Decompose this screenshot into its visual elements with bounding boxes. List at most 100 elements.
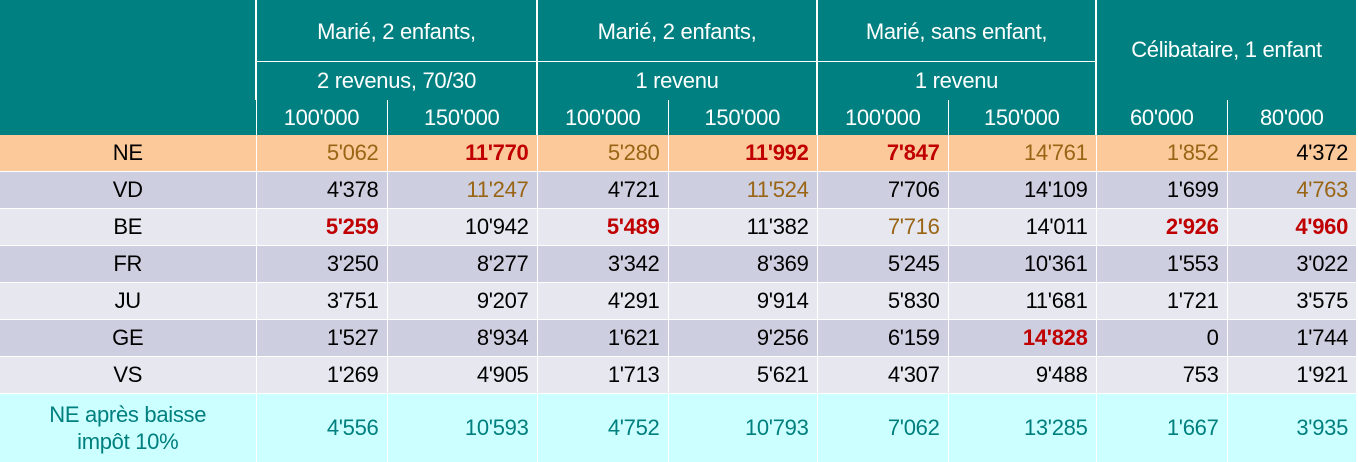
table-cell: 5'245 <box>816 245 949 283</box>
table-row-ge: GE 1'527 8'934 1'621 9'256 6'159 14'828 … <box>0 319 1357 357</box>
table-cell: 9'914 <box>667 282 818 320</box>
table-cell: 2'926 <box>1095 208 1228 246</box>
income-header: 60'000 <box>1095 100 1228 135</box>
income-header-row: 100'000 150'000 100'000 150'000 100'000 … <box>0 100 1357 135</box>
group-line1: Marié, 2 enfants, <box>257 0 536 62</box>
table-cell: 1'269 <box>255 356 387 394</box>
table-cell: 3'250 <box>255 245 387 283</box>
income-header: 150'000 <box>386 100 537 135</box>
table-cell: 4'378 <box>255 171 387 209</box>
table-cell: 11'524 <box>667 171 818 209</box>
row-label: VD <box>0 171 256 209</box>
row-label: FR <box>0 245 256 283</box>
group-line1: Marié, sans enfant, <box>818 0 1096 62</box>
group-header-single-1-child: Célibataire, 1 enfant <box>1095 0 1357 100</box>
table-cell: 11'247 <box>386 171 537 209</box>
table-cell: 753 <box>1095 356 1228 394</box>
group-header-married-2-children-1-income: Marié, 2 enfants, 1 revenu <box>535 0 818 100</box>
table-cell: 10'361 <box>947 245 1097 283</box>
table-cell: 1'721 <box>1095 282 1228 320</box>
table-cell: 4'291 <box>536 282 668 320</box>
table-cell: 4'372 <box>1226 135 1357 172</box>
income-header: 150'000 <box>667 100 818 135</box>
table-cell: 0 <box>1095 319 1228 357</box>
table-cell: 4'960 <box>1226 208 1357 246</box>
income-header: 100'000 <box>536 100 668 135</box>
table-cell: 7'716 <box>816 208 949 246</box>
table-cell: 3'022 <box>1226 245 1357 283</box>
table-cell: 5'621 <box>667 356 818 394</box>
table-cell: 5'830 <box>816 282 949 320</box>
table-cell: 10'793 <box>667 393 818 462</box>
table-cell: 10'593 <box>386 393 537 462</box>
table-cell: 3'935 <box>1226 393 1357 462</box>
table-cell: 1'852 <box>1095 135 1228 172</box>
row-label: JU <box>0 282 256 320</box>
table-cell: 7'062 <box>816 393 949 462</box>
row-label: NE <box>0 135 256 172</box>
group-line2: 1 revenu <box>914 68 999 93</box>
group-header-married-2-children-2-incomes: Marié, 2 enfants, 2 revenus, 70/30 <box>255 0 537 100</box>
table-row-vd: VD 4'378 11'247 4'721 11'524 7'706 14'10… <box>0 171 1357 209</box>
row-label: NE après baisse impôt 10% <box>0 393 256 462</box>
table-cell: 4'307 <box>816 356 949 394</box>
table-cell: 5'259 <box>255 208 387 246</box>
table-cell: 7'706 <box>816 171 949 209</box>
table-cell: 14'109 <box>947 171 1097 209</box>
table-cell: 14'828 <box>947 319 1097 357</box>
income-header: 80'000 <box>1226 100 1357 135</box>
table-cell: 1'667 <box>1095 393 1228 462</box>
corner-cell-sub <box>0 100 256 135</box>
income-header: 150'000 <box>947 100 1097 135</box>
table-cell: 6'159 <box>816 319 949 357</box>
group-line1: Célibataire, 1 enfant <box>1131 37 1322 62</box>
table-cell: 4'905 <box>386 356 537 394</box>
table-cell: 3'575 <box>1226 282 1357 320</box>
table-cell: 1'744 <box>1226 319 1357 357</box>
table-cell: 4'721 <box>536 171 668 209</box>
table-row-ne: NE 5'062 11'770 5'280 11'992 7'847 14'76… <box>0 135 1357 172</box>
table-cell: 4'556 <box>255 393 387 462</box>
table-row-fr: FR 3'250 8'277 3'342 8'369 5'245 10'361 … <box>0 245 1357 283</box>
group-line2: 2 revenus, 70/30 <box>316 68 477 93</box>
table-cell: 1'553 <box>1095 245 1228 283</box>
table-cell: 11'382 <box>667 208 818 246</box>
group-line2: 1 revenu <box>635 68 719 93</box>
table-cell: 10'942 <box>386 208 537 246</box>
table-cell: 5'489 <box>536 208 668 246</box>
table-cell: 9'207 <box>386 282 537 320</box>
table-cell: 1'527 <box>255 319 387 357</box>
table-cell: 1'921 <box>1226 356 1357 394</box>
income-header: 100'000 <box>816 100 949 135</box>
table-cell: 4'752 <box>536 393 668 462</box>
corner-cell <box>0 0 256 100</box>
row-label-line1: NE après baisse <box>49 402 207 427</box>
table-cell: 11'992 <box>667 135 818 172</box>
table-row-ne-after-reduction: NE après baisse impôt 10% 4'556 10'593 4… <box>0 393 1357 462</box>
table-cell: 1'621 <box>536 319 668 357</box>
group-header-married-no-children-1-income: Marié, sans enfant, 1 revenu <box>816 0 1097 100</box>
row-label: GE <box>0 319 256 357</box>
table-cell: 9'488 <box>947 356 1097 394</box>
row-label: BE <box>0 208 256 246</box>
row-label: VS <box>0 356 256 394</box>
table-cell: 4'763 <box>1226 171 1357 209</box>
table-cell: 8'934 <box>386 319 537 357</box>
table-cell: 11'770 <box>386 135 537 172</box>
table-cell: 3'342 <box>536 245 668 283</box>
table-cell: 9'256 <box>667 319 818 357</box>
table-cell: 8'277 <box>386 245 537 283</box>
row-label-line2: impôt 10% <box>77 429 179 454</box>
income-header: 100'000 <box>255 100 387 135</box>
table-cell: 8'369 <box>667 245 818 283</box>
group-header-row: Marié, 2 enfants, 2 revenus, 70/30 Marié… <box>0 0 1357 100</box>
table-row-be: BE 5'259 10'942 5'489 11'382 7'716 14'01… <box>0 208 1357 246</box>
table-cell: 3'751 <box>255 282 387 320</box>
table-cell: 14'011 <box>947 208 1097 246</box>
table-cell: 14'761 <box>947 135 1097 172</box>
table-row-ju: JU 3'751 9'207 4'291 9'914 5'830 11'681 … <box>0 282 1357 320</box>
table-cell: 1'699 <box>1095 171 1228 209</box>
table-cell: 5'280 <box>536 135 668 172</box>
table-cell: 7'847 <box>816 135 949 172</box>
